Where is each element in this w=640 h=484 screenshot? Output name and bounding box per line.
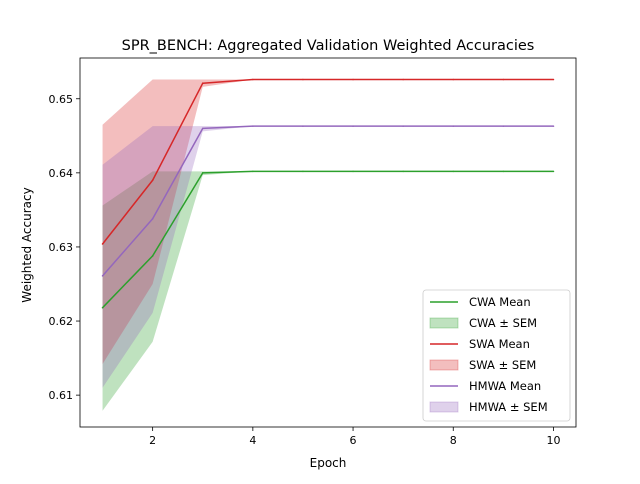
data-point-2-10 bbox=[552, 78, 555, 81]
legend-label: HMWA Mean bbox=[469, 379, 541, 393]
legend-label: SWA Mean bbox=[469, 337, 530, 351]
y-tick-label: 0.61 bbox=[49, 389, 74, 402]
sem-band-3 bbox=[102, 126, 554, 388]
data-point-1-9 bbox=[502, 170, 505, 173]
data-point-1-3 bbox=[201, 172, 204, 174]
data-point-3-10 bbox=[552, 125, 555, 127]
legend-band-swatch-3 bbox=[429, 401, 459, 413]
legend-label: SWA ± SEM bbox=[469, 358, 536, 372]
data-point-3-8 bbox=[452, 125, 455, 127]
plot-area bbox=[79, 57, 577, 428]
data-point-3-3 bbox=[201, 127, 204, 130]
data-point-1-2 bbox=[151, 255, 154, 257]
legend-label: CWA ± SEM bbox=[469, 316, 537, 330]
mean-line-1 bbox=[102, 170, 554, 309]
data-point-3-7 bbox=[402, 125, 404, 127]
data-point-1-4 bbox=[252, 170, 254, 173]
mean-line-3 bbox=[101, 125, 554, 277]
data-point-2-1 bbox=[101, 243, 104, 245]
chart-title: SPR_BENCH: Aggregated Validation Weighte… bbox=[122, 38, 535, 54]
legend-label: HMWA ± SEM bbox=[469, 400, 548, 414]
data-point-1-8 bbox=[452, 170, 455, 173]
legend: CWA Mean CWA ± SEM SWA Mean SWA ± SEM HMWA M… bbox=[422, 289, 571, 422]
sem-band-1 bbox=[102, 171, 554, 411]
legend-label: CWA Mean bbox=[469, 295, 531, 309]
x-tick-label: 8 bbox=[450, 434, 457, 447]
data-point-3-5 bbox=[302, 125, 304, 127]
y-tick-label: 0.64 bbox=[49, 167, 74, 180]
data-point-2-5 bbox=[302, 78, 304, 81]
data-point-2-9 bbox=[502, 78, 505, 81]
data-point-3-9 bbox=[502, 125, 505, 127]
plot-frame bbox=[79, 57, 577, 428]
mean-line-2 bbox=[101, 78, 554, 245]
data-point-3-6 bbox=[352, 125, 354, 127]
y-axis-label: Weighted Accuracy bbox=[20, 187, 34, 302]
y-tick-label: 0.63 bbox=[49, 241, 74, 254]
data-point-1-10 bbox=[552, 170, 555, 173]
axis-ticks: 2 4 6 8 10 0.61 0.62 0.63 0.64 0.65 bbox=[49, 93, 561, 447]
data-point-2-7 bbox=[402, 78, 404, 81]
x-axis-label: Epoch bbox=[310, 456, 347, 470]
legend-band-swatch-1 bbox=[429, 317, 459, 329]
data-point-2-2 bbox=[151, 179, 154, 182]
data-point-2-8 bbox=[452, 78, 455, 81]
data-point-3-4 bbox=[252, 125, 254, 127]
sem-band-2 bbox=[102, 79, 554, 365]
data-point-2-4 bbox=[252, 78, 254, 81]
legend-box bbox=[422, 289, 571, 422]
x-tick-label: 6 bbox=[350, 434, 357, 447]
x-tick-label: 2 bbox=[149, 434, 156, 447]
x-tick-label: 4 bbox=[249, 434, 256, 447]
data-point-3-2 bbox=[151, 217, 154, 220]
legend-band-swatch-2 bbox=[429, 359, 459, 371]
data-point-1-5 bbox=[302, 170, 304, 173]
data-point-2-3 bbox=[201, 82, 204, 84]
y-tick-label: 0.65 bbox=[49, 93, 74, 106]
data-point-1-1 bbox=[101, 306, 104, 309]
data-point-2-6 bbox=[352, 78, 354, 81]
data-point-1-7 bbox=[402, 170, 404, 173]
data-point-3-1 bbox=[101, 275, 104, 277]
x-tick-label: 10 bbox=[546, 434, 560, 447]
y-tick-label: 0.62 bbox=[49, 315, 74, 328]
data-point-1-6 bbox=[352, 170, 354, 173]
